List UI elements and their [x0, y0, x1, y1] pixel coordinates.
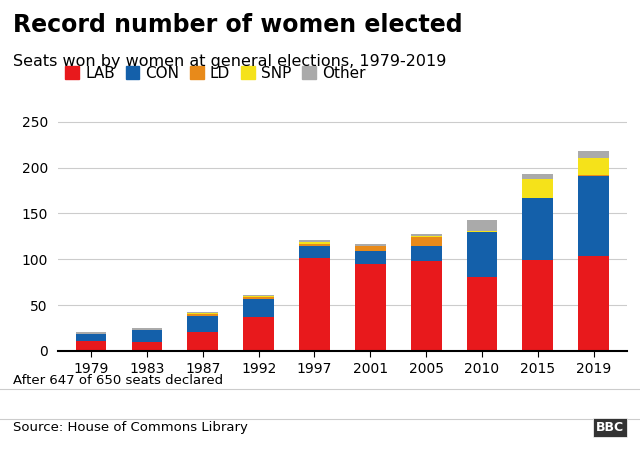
Text: After 647 of 650 seats declared: After 647 of 650 seats declared [13, 374, 223, 387]
Bar [411, 237, 442, 246]
Bar [299, 247, 330, 258]
Bar [522, 260, 553, 351]
Bar [355, 251, 386, 264]
Bar [188, 332, 218, 351]
Bar [76, 333, 106, 341]
Bar [411, 261, 442, 351]
Bar [188, 314, 218, 316]
Bar [355, 244, 386, 246]
Bar [299, 258, 330, 351]
Bar [522, 198, 553, 260]
Text: Record number of women elected: Record number of women elected [13, 14, 463, 37]
Bar [243, 296, 274, 297]
Bar [188, 311, 218, 313]
Bar [188, 313, 218, 314]
Bar [243, 299, 274, 317]
Bar [522, 174, 553, 180]
Bar [132, 328, 163, 330]
Bar [411, 234, 442, 236]
Bar [579, 151, 609, 158]
Bar [467, 220, 497, 231]
Bar [299, 240, 330, 242]
Text: BBC: BBC [596, 421, 624, 434]
Bar [355, 247, 386, 251]
Legend: LAB, CON, LD, SNP, Other: LAB, CON, LD, SNP, Other [65, 66, 365, 81]
Bar [132, 330, 163, 342]
Bar [579, 175, 609, 176]
Bar [579, 256, 609, 351]
Bar [579, 158, 609, 175]
Bar [132, 342, 163, 351]
Bar [243, 297, 274, 299]
Bar [188, 316, 218, 332]
Bar [467, 232, 497, 277]
Bar [467, 231, 497, 232]
Bar [243, 295, 274, 296]
Bar [76, 341, 106, 351]
Bar [411, 236, 442, 237]
Bar [299, 244, 330, 247]
Bar [76, 332, 106, 333]
Bar [467, 277, 497, 351]
Text: Source: House of Commons Library: Source: House of Commons Library [13, 421, 248, 434]
Text: Seats won by women at general elections, 1979-2019: Seats won by women at general elections,… [13, 54, 446, 69]
Bar [355, 264, 386, 351]
Bar [299, 242, 330, 244]
Bar [411, 246, 442, 261]
Bar [579, 176, 609, 256]
Bar [243, 317, 274, 351]
Bar [355, 246, 386, 247]
Bar [522, 180, 553, 198]
